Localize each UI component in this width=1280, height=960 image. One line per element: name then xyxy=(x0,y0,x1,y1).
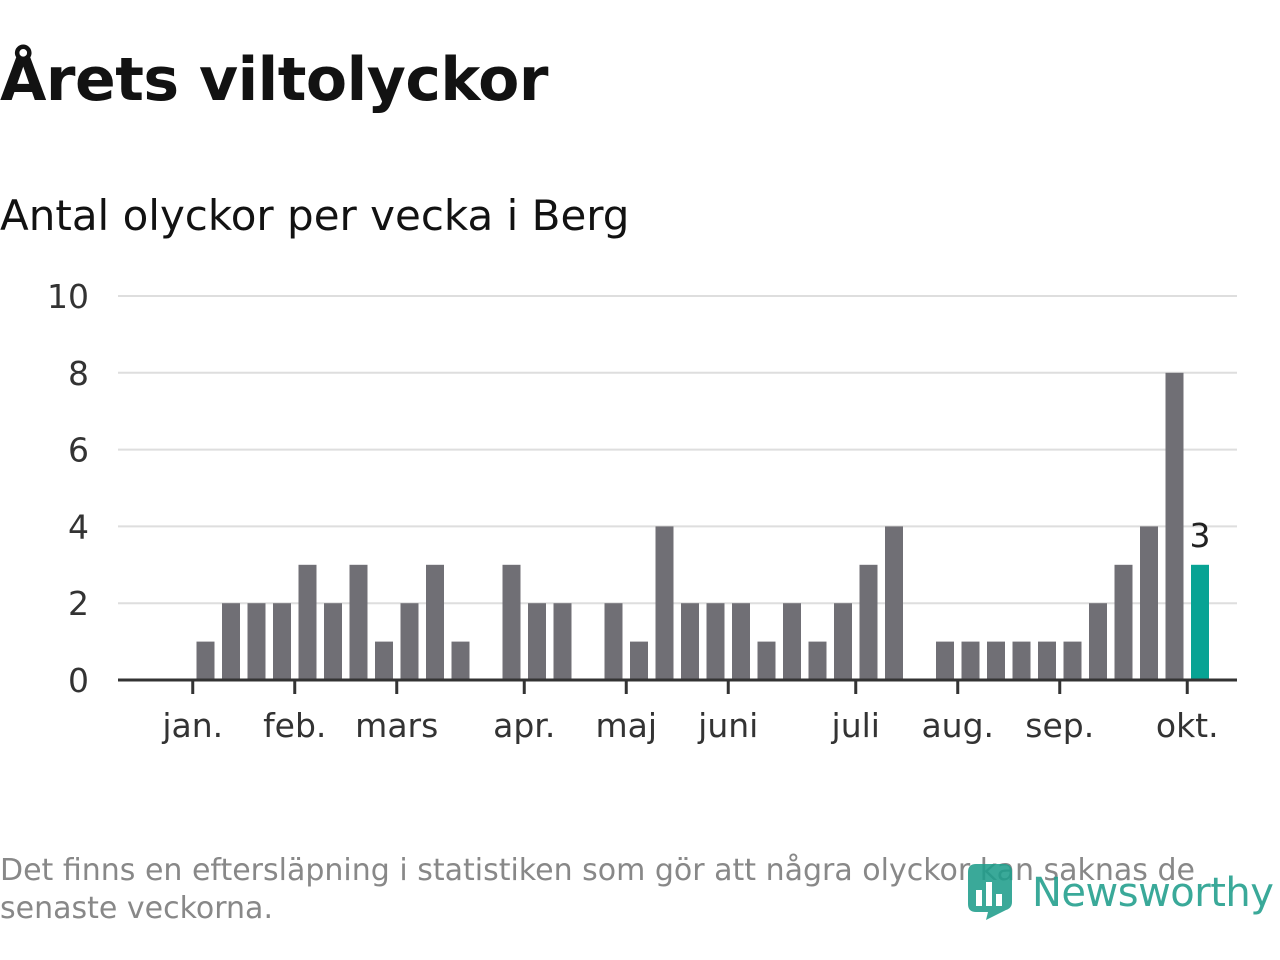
bar xyxy=(630,641,648,680)
bar xyxy=(426,564,444,680)
y-tick-label: 10 xyxy=(47,277,89,316)
bar xyxy=(196,641,215,680)
y-tick-label: 4 xyxy=(68,507,89,546)
bar xyxy=(757,641,776,680)
bar xyxy=(706,603,725,680)
bar xyxy=(451,641,470,680)
bar xyxy=(783,603,801,680)
y-tick-label: 2 xyxy=(68,584,89,623)
x-axis-ticks: jan. feb. mars apr. maj juni juli aug. sep. okt. xyxy=(161,680,1219,745)
x-tick-label: jan. xyxy=(161,706,223,745)
bar xyxy=(681,603,699,680)
y-tick-label: 8 xyxy=(68,354,89,393)
bar-chart: 0 2 4 6 8 10 jan. feb. mars apr. maj juni juli aug. s… xyxy=(47,277,1237,745)
bar xyxy=(502,564,521,680)
x-tick-label: aug. xyxy=(921,706,994,745)
bar xyxy=(1089,603,1107,680)
x-tick-label: feb. xyxy=(263,706,326,745)
x-tick-label: apr. xyxy=(493,706,555,745)
bar xyxy=(808,641,827,680)
bar-highlighted xyxy=(1191,564,1209,680)
newsworthy-logo-icon xyxy=(968,864,1012,920)
bar xyxy=(655,526,674,680)
bar xyxy=(987,641,1005,680)
y-axis-ticks: 0 2 4 6 8 10 xyxy=(47,277,89,700)
bar xyxy=(732,603,750,680)
bar xyxy=(936,641,954,680)
bar xyxy=(247,603,266,680)
bar xyxy=(375,641,393,680)
bar xyxy=(528,603,546,680)
bar xyxy=(400,603,419,680)
bar xyxy=(298,564,317,680)
data-labels: 3 xyxy=(1190,516,1211,555)
bar xyxy=(1012,641,1031,680)
y-tick-label: 6 xyxy=(68,431,89,470)
chart-title: Årets viltolyckor xyxy=(0,45,549,115)
bar xyxy=(885,526,903,680)
bar xyxy=(834,603,852,680)
bar xyxy=(604,603,623,680)
bar xyxy=(1165,372,1184,680)
x-tick-label: mars xyxy=(355,706,438,745)
bar xyxy=(1114,564,1133,680)
bar xyxy=(553,603,572,680)
bar xyxy=(273,603,291,680)
x-tick-label: sep. xyxy=(1025,706,1094,745)
bar xyxy=(1140,526,1158,680)
newsworthy-logo: Newsworthy xyxy=(962,858,1274,928)
y-tick-label: 0 xyxy=(68,661,89,700)
bar xyxy=(1038,641,1056,680)
x-tick-label: juni xyxy=(697,706,758,745)
bar xyxy=(961,641,980,680)
x-tick-label: okt. xyxy=(1156,706,1219,745)
gridlines xyxy=(118,295,1237,605)
bar xyxy=(349,564,368,680)
x-tick-label: maj xyxy=(595,706,657,745)
data-label: 3 xyxy=(1190,516,1211,555)
chart-subtitle: Antal olyckor per vecka i Berg xyxy=(0,191,630,240)
bars xyxy=(196,372,1209,680)
bar xyxy=(859,564,878,680)
bar xyxy=(324,603,342,680)
logo-wordmark: Newsworthy xyxy=(1032,870,1274,916)
x-tick-label: juli xyxy=(831,706,880,745)
bar xyxy=(1063,641,1082,680)
bar xyxy=(222,603,240,680)
